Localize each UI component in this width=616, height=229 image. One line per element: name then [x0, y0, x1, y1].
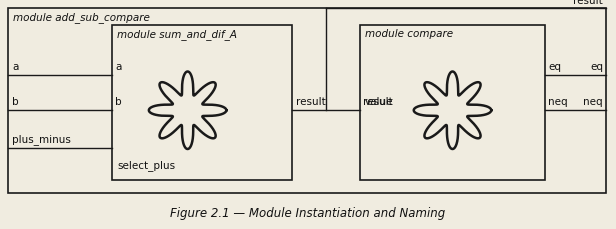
Text: eq: eq [590, 62, 603, 72]
Text: select_plus: select_plus [117, 160, 175, 171]
Text: result: result [573, 0, 603, 6]
Text: value: value [365, 97, 394, 107]
Text: neq: neq [548, 97, 567, 107]
Text: b: b [12, 97, 18, 107]
Text: module compare: module compare [365, 29, 453, 39]
Text: neq: neq [583, 97, 603, 107]
Bar [112, 25, 292, 180]
Text: plus_minus: plus_minus [12, 134, 71, 145]
Text: Figure 2.1 — Module Instantiation and Naming: Figure 2.1 — Module Instantiation and Na… [171, 207, 445, 220]
Text: module add_sub_compare: module add_sub_compare [13, 12, 150, 23]
Text: a: a [12, 62, 18, 72]
Text: result: result [296, 97, 326, 107]
Text: result: result [363, 97, 393, 107]
Text: module sum_and_dif_A: module sum_and_dif_A [117, 29, 237, 40]
Bar [8, 8, 606, 193]
Text: a: a [115, 62, 121, 72]
Bar [360, 25, 545, 180]
Text: b: b [115, 97, 121, 107]
Text: eq: eq [548, 62, 561, 72]
